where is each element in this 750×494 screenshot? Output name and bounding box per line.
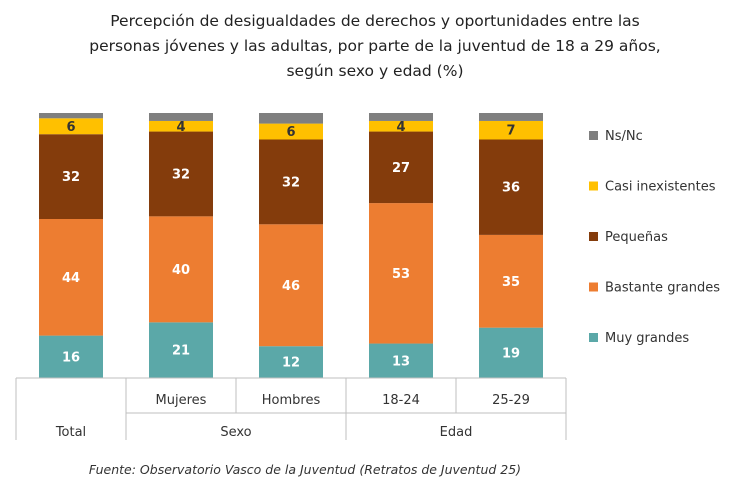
data-label-total-bastante-grandes: 44 (62, 271, 80, 286)
data-label-25-29-casi-inexistentes: 7 (506, 124, 515, 139)
bar-segment-mujeres-bastante-grandes (149, 216, 213, 323)
legend-label-bastante-grandes: Bastante grandes (605, 281, 720, 296)
source-note: Fuente: Observatorio Vasco de la Juventu… (89, 462, 521, 477)
bar-segment-25-29-pequenas (479, 139, 543, 235)
bar-segment-25-29-bastante-grandes (479, 234, 543, 328)
bar-segment-25-29-muy-grandes (479, 327, 543, 378)
bar-segment-hombres-bastante-grandes (259, 224, 323, 347)
bar-segment-mujeres-muy-grandes (149, 322, 213, 378)
data-label-mujeres-casi-inexistentes: 4 (176, 120, 185, 135)
legend-label-muy-grandes: Muy grandes (605, 331, 689, 346)
bar-segment-hombres-casi-inexistentes (259, 123, 323, 140)
legend-swatch-ns-nc (589, 131, 598, 140)
category-label-25-29: 25-29 (492, 393, 530, 408)
chart-title-line-2: personas jóvenes y las adultas, por part… (89, 37, 660, 55)
chart-title-line-3: según sexo y edad (%) (286, 62, 463, 80)
data-label-18-24-bastante-grandes: 53 (392, 267, 410, 282)
bar-segment-18-24-ns-nc (369, 113, 433, 121)
bar-segment-18-24-pequenas (369, 131, 433, 204)
data-label-18-24-pequenas: 27 (392, 161, 410, 176)
data-label-total-muy-grandes: 16 (62, 350, 80, 365)
category-label-18-24: 18-24 (382, 393, 420, 408)
bar-segment-hombres-muy-grandes (259, 346, 323, 378)
legend-swatch-pequenas (589, 232, 598, 241)
bar-segment-total-casi-inexistentes (39, 118, 103, 135)
bar-segment-total-bastante-grandes (39, 219, 103, 336)
data-label-25-29-pequenas: 36 (502, 181, 520, 196)
legend-swatch-bastante-grandes (589, 282, 598, 292)
bar-segment-mujeres-pequenas (149, 131, 213, 217)
data-label-hombres-pequenas: 32 (282, 175, 300, 190)
bar-segment-hombres-ns-nc (259, 113, 323, 124)
bar-segment-18-24-muy-grandes (369, 343, 433, 378)
data-label-hombres-casi-inexistentes: 6 (286, 125, 295, 140)
data-label-total-pequenas: 32 (62, 170, 80, 185)
bar-segment-total-ns-nc (39, 113, 103, 119)
legend-label-casi-inexistentes: Casi inexistentes (605, 180, 716, 195)
data-label-mujeres-muy-grandes: 21 (172, 344, 190, 359)
bar-segment-mujeres-casi-inexistentes (149, 120, 213, 132)
legend-label-pequenas: Pequeñas (605, 230, 668, 245)
legend-swatch-casi-inexistentes (589, 181, 598, 191)
bar-segment-25-29-casi-inexistentes (479, 120, 543, 140)
category-axis: Total Sexo Mujeres Hombres Edad 18-24 25-29 (15, 377, 567, 440)
data-label-hombres-muy-grandes: 12 (282, 356, 300, 371)
legend-label-ns-nc: Ns/Nc (605, 129, 643, 144)
legend-swatch-muy-grandes (589, 333, 598, 342)
group-label-sexo: Sexo (220, 425, 251, 440)
data-label-18-24-muy-grandes: 13 (392, 354, 410, 369)
bar-segment-18-24-bastante-grandes (369, 203, 433, 344)
bars-group: 16 44 32 6 21 40 32 4 12 46 32 6 13 53 27 4 19 35 36 7 (39, 113, 543, 378)
data-label-mujeres-pequenas: 32 (172, 167, 190, 182)
data-label-hombres-bastante-grandes: 46 (282, 279, 300, 294)
data-label-25-29-muy-grandes: 19 (502, 346, 520, 361)
bar-segment-total-pequenas (39, 134, 103, 219)
bar-segment-total-muy-grandes (39, 335, 103, 378)
group-label-total: Total (55, 425, 86, 440)
chart-title-line-1: Percepción de desigualdades de derechos … (110, 12, 639, 30)
bar-segment-hombres-pequenas (259, 139, 323, 225)
bar-segment-mujeres-ns-nc (149, 113, 213, 121)
bar-segment-18-24-casi-inexistentes (369, 120, 433, 132)
data-label-mujeres-bastante-grandes: 40 (172, 263, 190, 278)
legend: Ns/Nc Casi inexistentes Pequeñas Bastante g… (589, 129, 720, 346)
data-label-25-29-bastante-grandes: 35 (502, 275, 520, 290)
data-label-18-24-casi-inexistentes: 4 (396, 120, 405, 135)
category-label-hombres: Hombres (262, 393, 321, 408)
category-label-mujeres: Mujeres (156, 393, 207, 408)
data-label-total-casi-inexistentes: 6 (66, 120, 75, 135)
bar-segment-25-29-ns-nc (479, 113, 543, 121)
group-label-edad: Edad (440, 425, 473, 440)
